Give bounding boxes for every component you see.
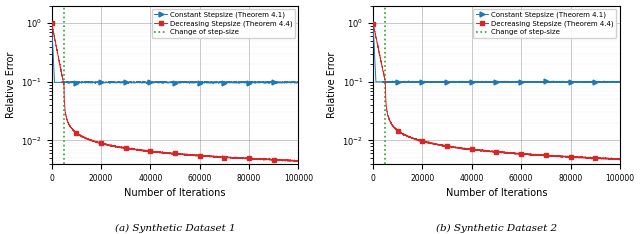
Y-axis label: Relative Error: Relative Error xyxy=(327,51,337,118)
Constant Stepsize (Theorem 4.1) xyxy=(611,80,619,83)
Decreasing Stepsize (Theorem 4.4) xyxy=(464,148,472,150)
X-axis label: Number of Iterations: Number of Iterations xyxy=(445,188,547,198)
Constant Stepsize (Theorem 4.1) xyxy=(412,80,420,83)
Text: (b) Synthetic Dataset 2: (b) Synthetic Dataset 2 xyxy=(436,224,557,233)
Constant Stepsize (Theorem 4.1) xyxy=(474,81,482,84)
Decreasing Stepsize (Theorem 4.4) xyxy=(611,158,619,161)
Constant Stepsize (Theorem 4.1) xyxy=(397,80,405,83)
Legend: Constant Stepsize (Theorem 4.1), Decreasing Stepsize (Theorem 4.4), Change of st: Constant Stepsize (Theorem 4.1), Decreas… xyxy=(473,9,616,38)
Constant Stepsize (Theorem 4.1) xyxy=(475,80,483,83)
X-axis label: Number of Iterations: Number of Iterations xyxy=(124,188,226,198)
Constant Stepsize (Theorem 4.1) xyxy=(48,22,56,25)
Constant Stepsize (Theorem 4.1) xyxy=(153,81,161,84)
Decreasing Stepsize (Theorem 4.4) xyxy=(616,159,623,161)
Decreasing Stepsize (Theorem 4.4) xyxy=(474,149,482,152)
Decreasing Stepsize (Theorem 4.4) xyxy=(369,22,377,25)
Decreasing Stepsize (Theorem 4.4) xyxy=(584,156,592,159)
Decreasing Stepsize (Theorem 4.4) xyxy=(76,134,84,137)
Constant Stepsize (Theorem 4.1) xyxy=(585,80,593,83)
Decreasing Stepsize (Theorem 4.4) xyxy=(48,21,56,24)
Decreasing Stepsize (Theorem 4.4) xyxy=(91,140,99,143)
Change of step-size xyxy=(381,22,389,25)
Decreasing Stepsize (Theorem 4.4) xyxy=(616,158,624,161)
Line: Constant Stepsize (Theorem 4.1): Constant Stepsize (Theorem 4.1) xyxy=(49,21,301,86)
Change of step-size xyxy=(60,22,68,25)
Constant Stepsize (Theorem 4.1) xyxy=(143,82,150,85)
Constant Stepsize (Theorem 4.1) xyxy=(143,81,150,84)
Constant Stepsize (Theorem 4.1) xyxy=(294,80,302,83)
Decreasing Stepsize (Theorem 4.4) xyxy=(412,137,420,140)
Decreasing Stepsize (Theorem 4.4) xyxy=(153,150,161,153)
Line: Decreasing Stepsize (Theorem 4.4): Decreasing Stepsize (Theorem 4.4) xyxy=(371,21,622,162)
Constant Stepsize (Theorem 4.1) xyxy=(290,81,298,84)
Decreasing Stepsize (Theorem 4.4) xyxy=(294,159,302,162)
Line: Decreasing Stepsize (Theorem 4.4): Decreasing Stepsize (Theorem 4.4) xyxy=(49,20,301,164)
Constant Stepsize (Theorem 4.1) xyxy=(369,22,377,25)
Legend: Constant Stepsize (Theorem 4.1), Decreasing Stepsize (Theorem 4.4), Change of st: Constant Stepsize (Theorem 4.1), Decreas… xyxy=(152,9,295,38)
Decreasing Stepsize (Theorem 4.4) xyxy=(263,158,271,161)
Decreasing Stepsize (Theorem 4.4) xyxy=(292,160,300,163)
Line: Constant Stepsize (Theorem 4.1): Constant Stepsize (Theorem 4.1) xyxy=(371,21,622,85)
Constant Stepsize (Theorem 4.1) xyxy=(616,80,624,83)
Constant Stepsize (Theorem 4.1) xyxy=(76,81,84,84)
Constant Stepsize (Theorem 4.1) xyxy=(91,81,99,84)
Decreasing Stepsize (Theorem 4.4) xyxy=(397,132,405,135)
Constant Stepsize (Theorem 4.1) xyxy=(263,80,271,83)
Text: (a) Synthetic Dataset 1: (a) Synthetic Dataset 1 xyxy=(115,224,236,233)
Decreasing Stepsize (Theorem 4.4) xyxy=(290,159,298,162)
Constant Stepsize (Theorem 4.1) xyxy=(464,81,472,84)
Decreasing Stepsize (Theorem 4.4) xyxy=(143,149,150,152)
Y-axis label: Relative Error: Relative Error xyxy=(6,51,15,118)
